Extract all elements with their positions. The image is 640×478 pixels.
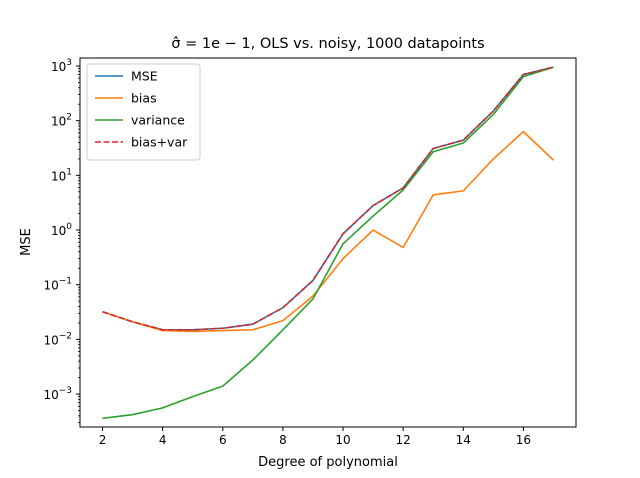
legend-label: variance [131, 113, 185, 128]
y-tick-label-base: 10 [51, 169, 66, 183]
x-tick-label: 10 [335, 433, 350, 447]
y-tick-label-base: 10 [43, 279, 58, 293]
series-layer [102, 66, 555, 420]
y-tick-label: 10−3 [43, 386, 72, 402]
series-line-bias-var [102, 66, 554, 331]
y-tick-label: 102 [51, 113, 72, 129]
y-tick-label-exponent: 2 [66, 113, 72, 123]
y-tick-label-exponent: 0 [66, 222, 72, 232]
legend-box [86, 63, 201, 161]
y-tick-label-exponent: 1 [66, 167, 72, 177]
legend: MSE bias variance bias+var [86, 63, 201, 161]
x-tick-label: 6 [219, 433, 227, 447]
x-tick-label: 2 [99, 433, 107, 447]
y-tick-label-base: 10 [43, 388, 58, 402]
plot-area [79, 57, 577, 428]
series-line-variance [102, 66, 554, 420]
y-tick-label-base: 10 [43, 333, 58, 347]
x-tick-label: 12 [396, 433, 411, 447]
series-line-bias [102, 130, 555, 333]
x-tick-label: 4 [159, 433, 167, 447]
y-tick-label: 101 [51, 167, 72, 183]
y-tick-label-base: 10 [51, 224, 66, 238]
legend-label: bias+var [131, 135, 188, 150]
y-tick-label-exponent: −2 [59, 331, 72, 341]
x-axis: 2 4 6 8 10 12 14 16 [99, 427, 531, 447]
y-tick-label: 100 [51, 222, 72, 238]
x-tick-label: 16 [516, 433, 531, 447]
y-tick-label-exponent: −1 [59, 277, 72, 287]
y-tick-label: 10−2 [43, 331, 72, 347]
y-tick-label-base: 10 [51, 60, 66, 74]
legend-label: bias [131, 91, 157, 106]
chart-title: σ̂ = 1e − 1, OLS vs. noisy, 1000 datapoi… [171, 36, 484, 52]
x-tick-label: 14 [456, 433, 471, 447]
y-tick-label-base: 10 [51, 115, 66, 129]
y-tick-label-exponent: 3 [66, 58, 72, 68]
y-tick-label: 10−1 [43, 277, 72, 293]
x-tick-label: 8 [279, 433, 287, 447]
y-tick-label-exponent: −3 [59, 386, 72, 396]
legend-label: MSE [131, 69, 158, 84]
y-tick-label: 103 [51, 58, 72, 74]
y-axis-label: MSE [19, 228, 34, 256]
x-axis-label: Degree of polynomial [258, 455, 398, 470]
